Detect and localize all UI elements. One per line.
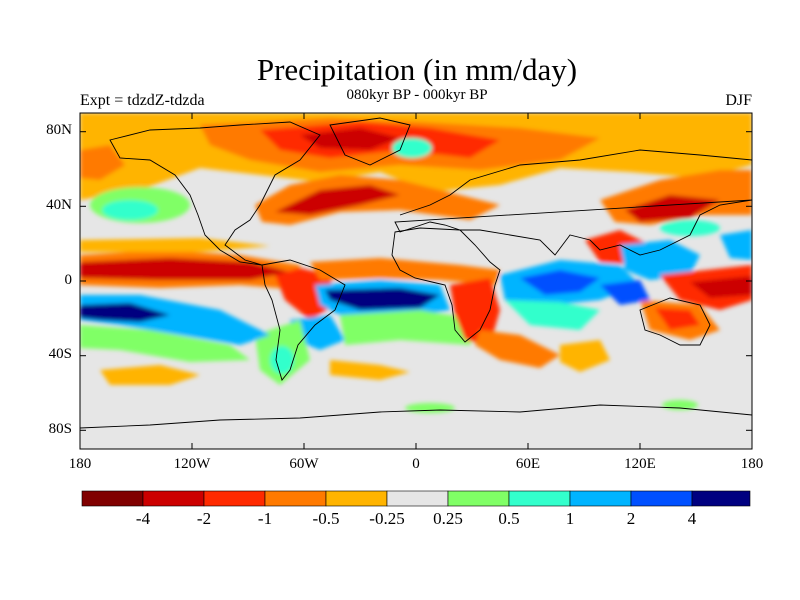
precip-anomaly-region xyxy=(275,268,335,320)
precip-anomaly-region xyxy=(405,403,455,413)
lon-label: 120E xyxy=(624,456,656,472)
colorbar-label: -2 xyxy=(196,509,212,528)
precip-anomaly-region xyxy=(300,128,400,150)
lat-label: 80N xyxy=(46,122,72,138)
colorbar-box-7 xyxy=(508,490,571,507)
colorbar-box-8 xyxy=(569,490,632,507)
colorbar-box-10 xyxy=(691,490,751,507)
precip-anomaly-region xyxy=(720,230,752,260)
colorbar-label: 0.25 xyxy=(433,509,463,528)
colorbar-label: -1 xyxy=(257,509,273,528)
precip-anomaly-region xyxy=(340,310,480,345)
map-title: Precipitation (in mm/day) xyxy=(256,52,578,87)
precip-anomaly-region xyxy=(100,365,200,385)
colorbar-box-5 xyxy=(386,490,449,507)
precip-anomaly-region xyxy=(80,238,270,252)
precip-anomaly-region xyxy=(450,278,500,345)
colorbar-label: 1 xyxy=(565,509,575,528)
precip-anomaly-region xyxy=(325,288,440,310)
lat-label: 40S xyxy=(48,346,72,362)
precip-anomaly-region xyxy=(270,346,294,374)
colorbar-box-0 xyxy=(81,490,144,507)
lon-label: 120W xyxy=(173,456,211,472)
lat-label: 0 xyxy=(64,272,73,288)
precip-anomaly-region xyxy=(600,280,650,305)
precip-anomaly-region xyxy=(625,195,720,222)
coast-south-america xyxy=(261,259,346,381)
lon-label: 180 xyxy=(740,456,764,472)
colorbar-box-2 xyxy=(203,490,266,507)
lat-label: 40N xyxy=(46,197,72,213)
coast-eurasia xyxy=(394,149,752,256)
precip-field xyxy=(80,113,752,449)
colorbar-box-1 xyxy=(142,490,205,507)
precip-anomaly-region xyxy=(655,308,700,330)
precip-anomaly-region xyxy=(620,240,700,280)
colorbar xyxy=(81,490,751,507)
precip-anomaly-region xyxy=(520,270,600,295)
coast-antarctica xyxy=(80,404,752,429)
colorbar-label: 2 xyxy=(626,509,636,528)
precip-anomaly-region xyxy=(660,220,720,236)
precip-anomaly-region xyxy=(560,340,610,372)
experiment-label: Expt = tdzdZ-tdzda xyxy=(80,92,205,109)
colorbar-box-4 xyxy=(325,490,388,507)
precip-anomaly-region xyxy=(80,303,170,322)
precip-anomaly-region xyxy=(310,258,500,285)
lon-label: 180 xyxy=(68,456,92,472)
coast-greenland xyxy=(329,117,411,166)
precip-anomaly-region xyxy=(80,258,290,280)
precip-anomaly-region xyxy=(662,400,698,410)
precip-anomaly-region xyxy=(690,276,752,298)
precip-anomaly-region xyxy=(102,200,158,220)
precip-anomaly-region xyxy=(475,330,560,368)
axis-ticks xyxy=(80,113,752,449)
precip-anomaly-region xyxy=(80,145,125,180)
colorbar-label: -4 xyxy=(135,509,151,528)
precip-anomaly-region xyxy=(275,185,400,215)
colorbar-box-3 xyxy=(264,490,327,507)
colorbar-label: 4 xyxy=(687,509,697,528)
colorbar-box-9 xyxy=(630,490,693,507)
precip-anomaly-region xyxy=(392,138,432,158)
lon-label: 0 xyxy=(412,456,420,472)
coast-north-america xyxy=(109,121,321,266)
coast-australia xyxy=(639,297,711,346)
precip-anomaly-region xyxy=(80,325,250,362)
colorbar-label: 0.5 xyxy=(498,509,520,528)
precip-anomaly-region xyxy=(330,360,410,380)
period-label: 080kyr BP - 000kyr BP xyxy=(346,87,488,103)
colorbar-label: -0.5 xyxy=(312,509,340,528)
lon-label: 60E xyxy=(515,456,541,472)
coastlines xyxy=(80,117,752,429)
colorbar-box-6 xyxy=(447,490,510,507)
colorbar-label: -0.25 xyxy=(369,509,405,528)
lon-label: 60W xyxy=(289,456,319,472)
season-label: DJF xyxy=(725,92,752,109)
lat-label: 80S xyxy=(48,421,72,437)
coast-africa xyxy=(391,227,501,343)
precip-anomaly-region xyxy=(505,300,600,330)
